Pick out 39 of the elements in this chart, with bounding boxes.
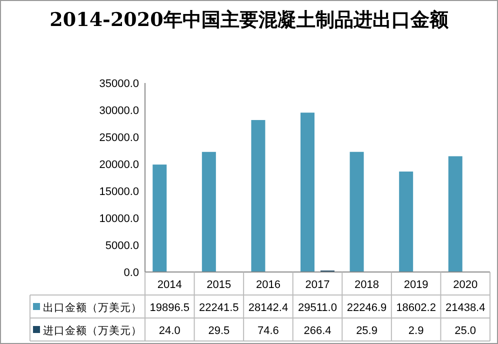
data-label: 19896.5 (150, 302, 190, 314)
y-tick-label: 15000.0 (99, 186, 139, 198)
data-label: 22246.9 (346, 302, 387, 314)
y-tick-label: 30000.0 (99, 105, 139, 117)
data-label: 21438.4 (445, 302, 486, 314)
data-label: 18602.2 (396, 302, 436, 314)
x-tick-label: 2016 (256, 279, 280, 291)
bar (202, 152, 216, 272)
bar (350, 152, 364, 272)
bar (251, 120, 266, 272)
x-tick-label: 2019 (404, 279, 428, 291)
y-tick-label: 0.0 (124, 267, 139, 279)
chart-title: 2014-2020年中国主要混凝土制品进出口金额 (50, 9, 450, 31)
x-tick-label: 2015 (206, 279, 232, 291)
data-label: 24.0 (158, 325, 180, 337)
y-tick-label: 35000.0 (99, 78, 139, 90)
x-tick-label: 2020 (453, 279, 478, 291)
data-label: 2.9 (408, 325, 424, 337)
y-tick-label: 10000.0 (99, 213, 139, 225)
bar (300, 112, 314, 272)
bar (399, 172, 414, 272)
x-tick-label: 2014 (157, 279, 182, 291)
data-label: 29.5 (208, 325, 230, 337)
data-label: 74.6 (258, 325, 279, 337)
x-tick-label: 2018 (354, 279, 380, 291)
data-label: 25.9 (356, 325, 378, 337)
data-label: 29511.0 (298, 302, 337, 314)
bar (448, 156, 462, 272)
y-tick-label: 5000.0 (105, 240, 139, 252)
legend-label: 出口金额（万美元） (43, 301, 142, 314)
data-label: 266.4 (304, 325, 332, 337)
bar (152, 164, 167, 272)
data-label: 28142.4 (248, 302, 288, 314)
y-tick-label: 25000.0 (99, 132, 139, 144)
data-label: 25.0 (454, 325, 476, 337)
x-tick-label: 2017 (305, 279, 330, 291)
legend-label: 进口金额（万美元） (43, 324, 142, 337)
y-tick-label: 20000.0 (99, 159, 139, 171)
data-label: 22241.5 (199, 302, 239, 314)
